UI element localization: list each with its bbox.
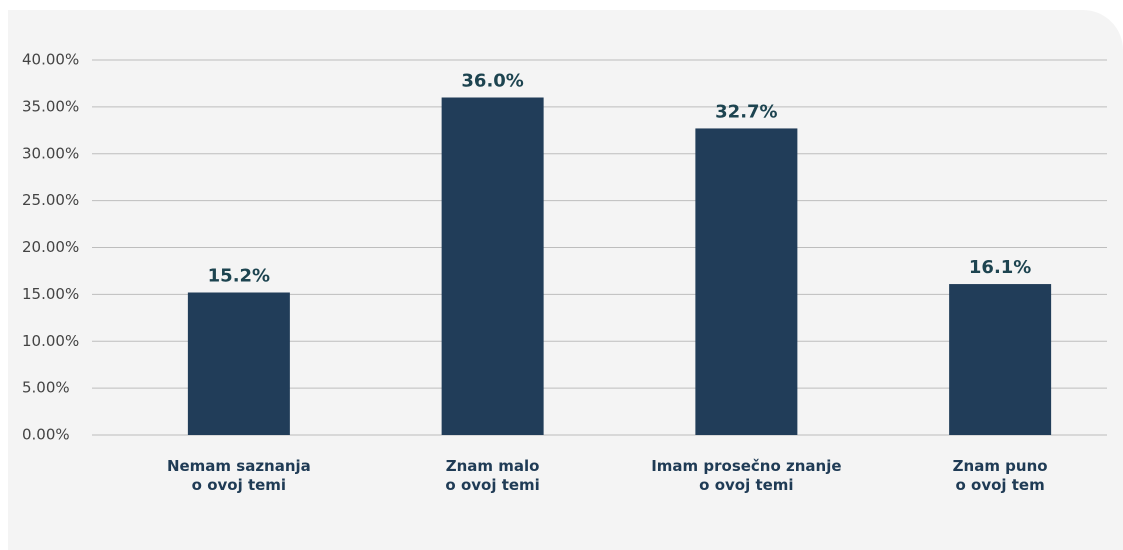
- bar: [695, 128, 798, 435]
- value-label: 32.7%: [715, 101, 777, 122]
- x-tick-label: Znam puno o ovoj tem: [952, 457, 1048, 494]
- y-tick-label: 40.00%: [22, 51, 79, 69]
- y-tick-label: 15.00%: [22, 285, 79, 303]
- value-label: 36.0%: [461, 71, 523, 92]
- panel: [8, 10, 1123, 550]
- x-tick-label: Znam malo o ovoj temi: [445, 457, 540, 494]
- y-tick-label: 10.00%: [22, 332, 79, 350]
- x-tick-label: Nemam saznanja o ovoj temi: [166, 457, 311, 494]
- y-tick-label: 0.00%: [22, 426, 70, 444]
- value-label: 15.2%: [208, 266, 270, 287]
- bar: [949, 284, 1052, 435]
- y-tick-label: 30.00%: [22, 144, 79, 162]
- x-tick-label: Imam prosečno znanje o ovoj temi: [651, 457, 842, 494]
- y-tick-label: 20.00%: [22, 238, 79, 256]
- bar: [441, 97, 544, 435]
- y-tick-label: 5.00%: [22, 379, 70, 397]
- y-tick-label: 35.00%: [22, 97, 79, 115]
- value-label: 16.1%: [969, 257, 1031, 278]
- y-tick-label: 25.00%: [22, 191, 79, 209]
- bar: [187, 292, 290, 435]
